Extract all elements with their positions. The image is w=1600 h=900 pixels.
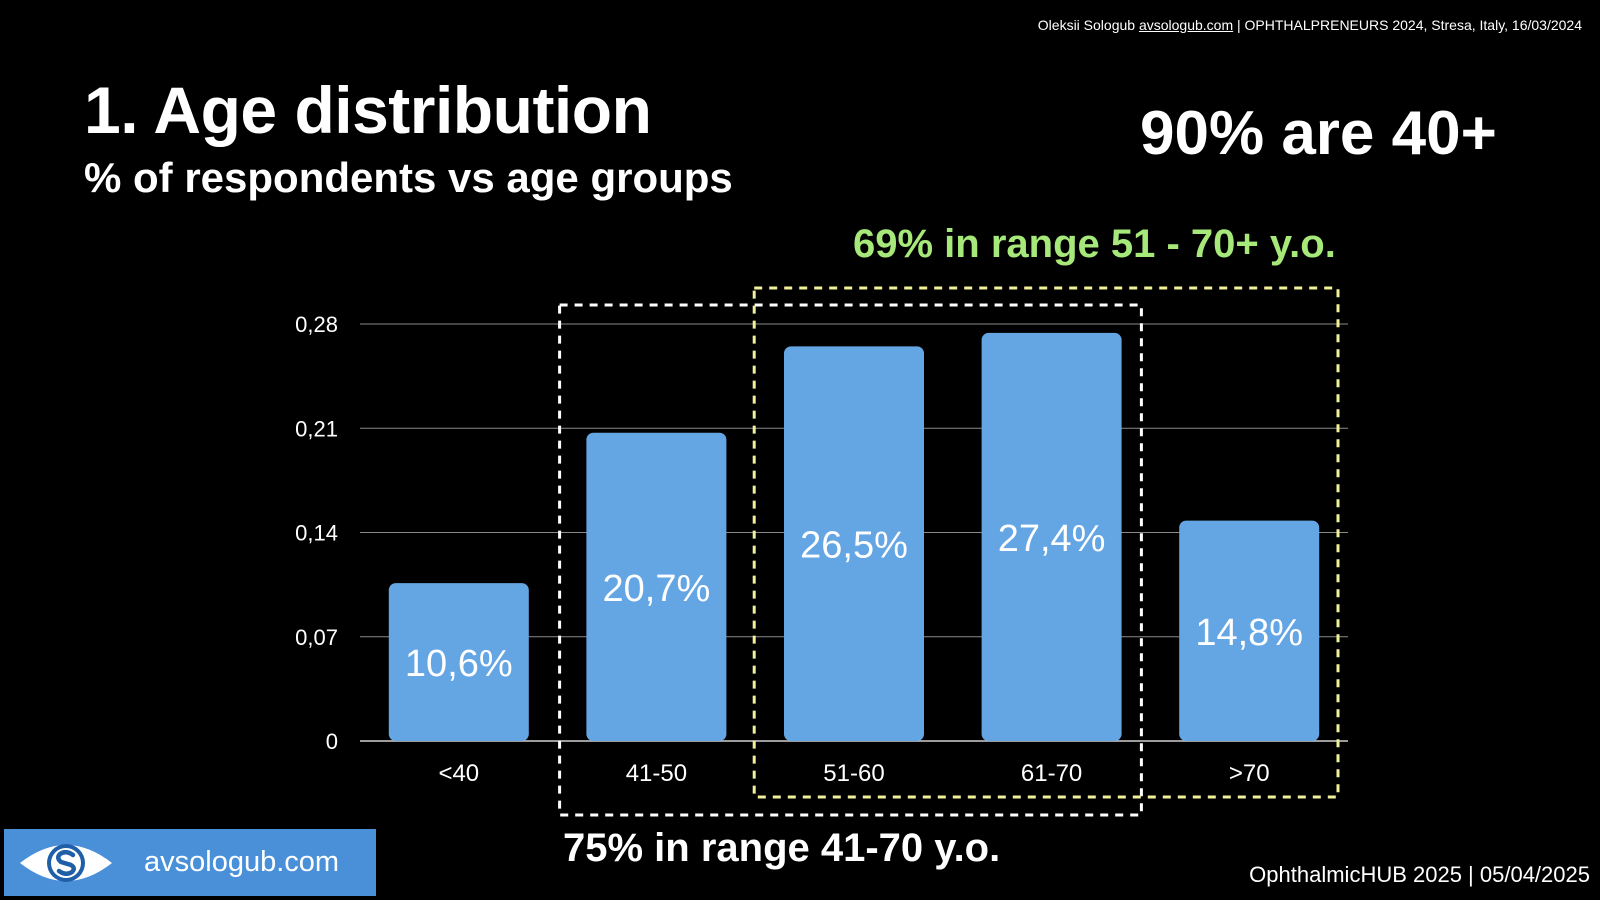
bars — [388, 332, 1320, 741]
x-tick-label: >70 — [1229, 760, 1270, 787]
y-axis-ticks: 0 0,07 0,14 0,21 0,28 — [295, 312, 338, 754]
x-axis-ticks: <40 41-50 51-60 61-70 >70 — [438, 760, 1269, 787]
bar — [586, 432, 727, 741]
range-note-green: 69% in range 51 - 70+ y.o. — [853, 222, 1336, 266]
slide-subtitle: % of respondents vs age groups — [84, 154, 733, 201]
brand-text: avsologub.com — [144, 846, 340, 878]
data-label: 20,7% — [603, 568, 711, 610]
event-credit: OphthalmicHUB 2025 | 05/04/2025 — [1249, 862, 1590, 887]
bar — [1179, 520, 1320, 741]
y-tick-label: 0,07 — [295, 625, 338, 650]
bar — [388, 583, 529, 741]
credit-link[interactable]: avsologub.com — [1138, 17, 1234, 33]
credit-event: | OPHTHALPRENEURS 2024, Stresa, Italy, 1… — [1233, 17, 1582, 33]
bar — [784, 346, 924, 741]
range-note-white: 75% in range 41-70 y.o. — [563, 826, 1001, 870]
range-box-white — [558, 303, 1143, 817]
x-tick-label: 41-50 — [626, 760, 687, 787]
credit-author: Oleksii Sologub — [1037, 17, 1139, 33]
x-tick-label: 61-70 — [1021, 760, 1082, 787]
bar — [981, 332, 1122, 741]
brand-banner[interactable]: avsologub.com — [4, 829, 376, 896]
range-box-yellow — [752, 286, 1340, 799]
x-tick-label: <40 — [438, 760, 479, 787]
y-tick-label: 0,14 — [295, 521, 338, 546]
eye-s-logo-icon — [20, 843, 112, 882]
data-label: 27,4% — [998, 518, 1106, 560]
data-labels: 10,6% 20,7% 26,5% 27,4% 14,8% — [405, 518, 1303, 685]
y-tick-label: 0 — [326, 729, 338, 754]
x-tick-label: 51-60 — [823, 760, 884, 787]
headline-stat: 90% are 40+ — [1140, 99, 1497, 168]
source-credit: Oleksii Sologub avsologub.com | OPHTHALP… — [1038, 17, 1582, 33]
data-label: 26,5% — [800, 525, 908, 567]
data-label: 14,8% — [1195, 612, 1303, 654]
data-label: 10,6% — [405, 643, 513, 685]
y-tick-label: 0,21 — [295, 416, 338, 441]
slide-title: 1. Age distribution — [84, 73, 652, 147]
y-tick-label: 0,28 — [295, 312, 338, 337]
